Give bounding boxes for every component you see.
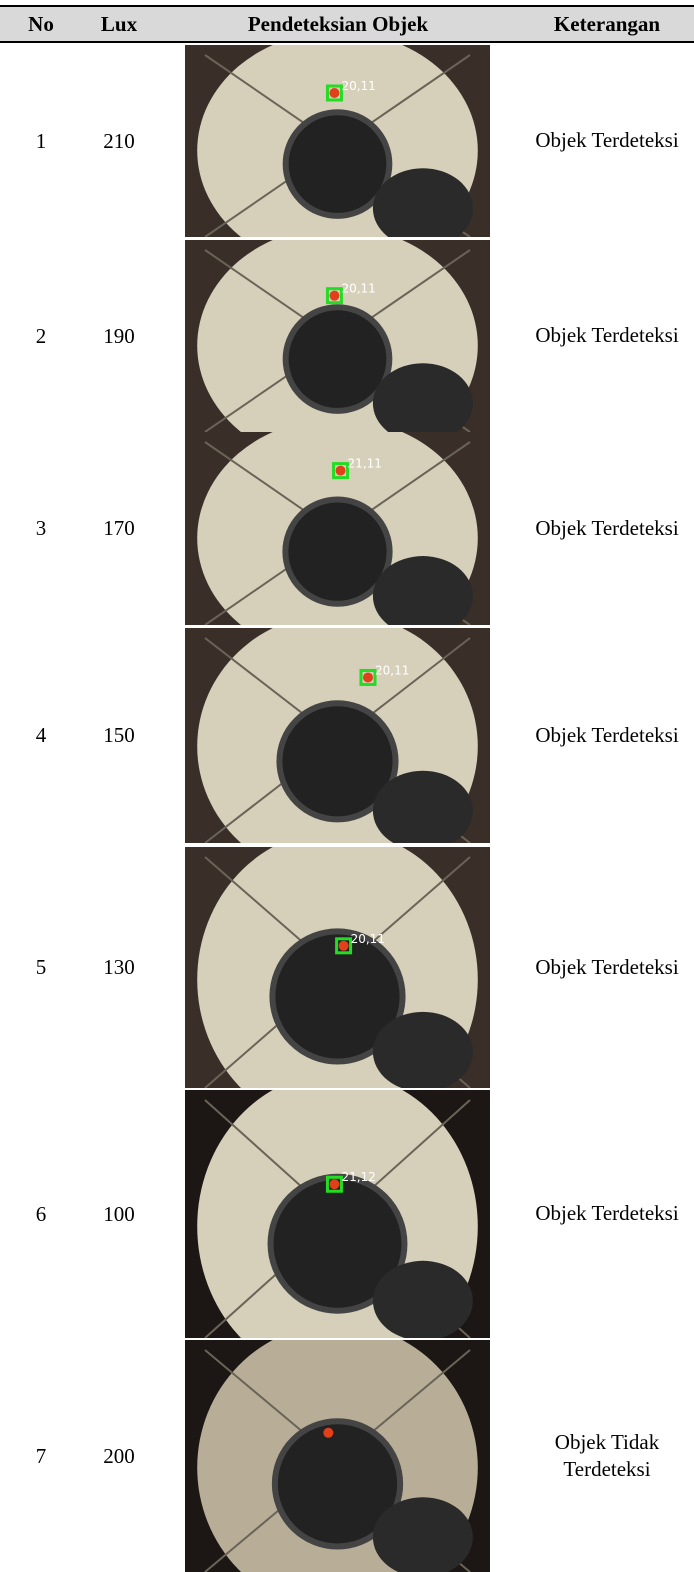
detection-image: 20,11 [185,45,490,237]
lux-value: 100 [103,1201,135,1226]
center-object [282,109,393,219]
person [372,1011,473,1088]
person [372,168,473,237]
ball [335,465,346,476]
header-cell: Lux [100,12,138,36]
status: Objek Terdeteksi [535,515,679,540]
lux-value: 150 [103,723,135,747]
ball [323,1427,334,1438]
ball [329,1179,340,1190]
detection-box [325,287,343,305]
lux-value: 170 [103,516,135,540]
status: Objek Terdeteksi [535,1201,679,1226]
header-cell: Pendeteksian Objek [247,12,429,36]
lux-value: 190 [103,323,135,348]
ball [363,672,373,683]
row-number: 3 [35,516,47,540]
center-object [282,496,393,607]
header-row [0,5,694,43]
status: Objek Tidak Terdeteksi [554,1429,660,1481]
detection-label: 21,12 [341,1170,375,1184]
detection-box [359,668,377,686]
header-cell: Keterangan [553,12,661,36]
ball [329,290,340,301]
detection-box [335,937,353,955]
detection-box [332,462,350,480]
detection-label: 20,11 [351,932,385,946]
person [372,1497,473,1572]
status: Objek Terdeteksi [535,722,679,747]
detection-box [325,1175,343,1193]
center-object [282,304,393,414]
detection-label: 20,11 [341,79,375,93]
person [372,556,473,625]
row-number: 7 [35,1443,47,1468]
header-cell: No [28,12,54,36]
person [372,770,473,843]
lux-value: 130 [103,955,135,979]
detection-box [325,84,343,102]
row-number: 4 [35,723,47,747]
status: Objek Terdeteksi [535,954,679,979]
detection-image: 20,11 [185,628,490,843]
row-number: 6 [35,1201,47,1226]
detection-label: 20,11 [375,663,409,677]
ball [329,88,340,98]
row-number: 2 [35,323,47,348]
center-object [276,700,399,823]
row-number: 1 [35,128,47,153]
detection-image: 21,11 [185,432,490,625]
status: Objek Terdeteksi [535,128,679,153]
row-number: 5 [35,955,47,979]
detection-image: 21,12 [185,1090,490,1338]
person [372,1260,473,1338]
status: Objek Terdeteksi [535,323,679,348]
ball [338,940,349,951]
lux-value: 200 [103,1443,135,1468]
center-object [271,1418,404,1550]
center-object [269,928,406,1065]
detection-image [185,1340,490,1572]
detection-label: 20,11 [341,282,375,296]
detection-image: 20,11 [185,847,490,1088]
detection-image: 20,11 [185,240,490,432]
lux-value: 210 [103,128,135,153]
person [372,363,473,432]
detection-label: 21,11 [348,457,382,471]
